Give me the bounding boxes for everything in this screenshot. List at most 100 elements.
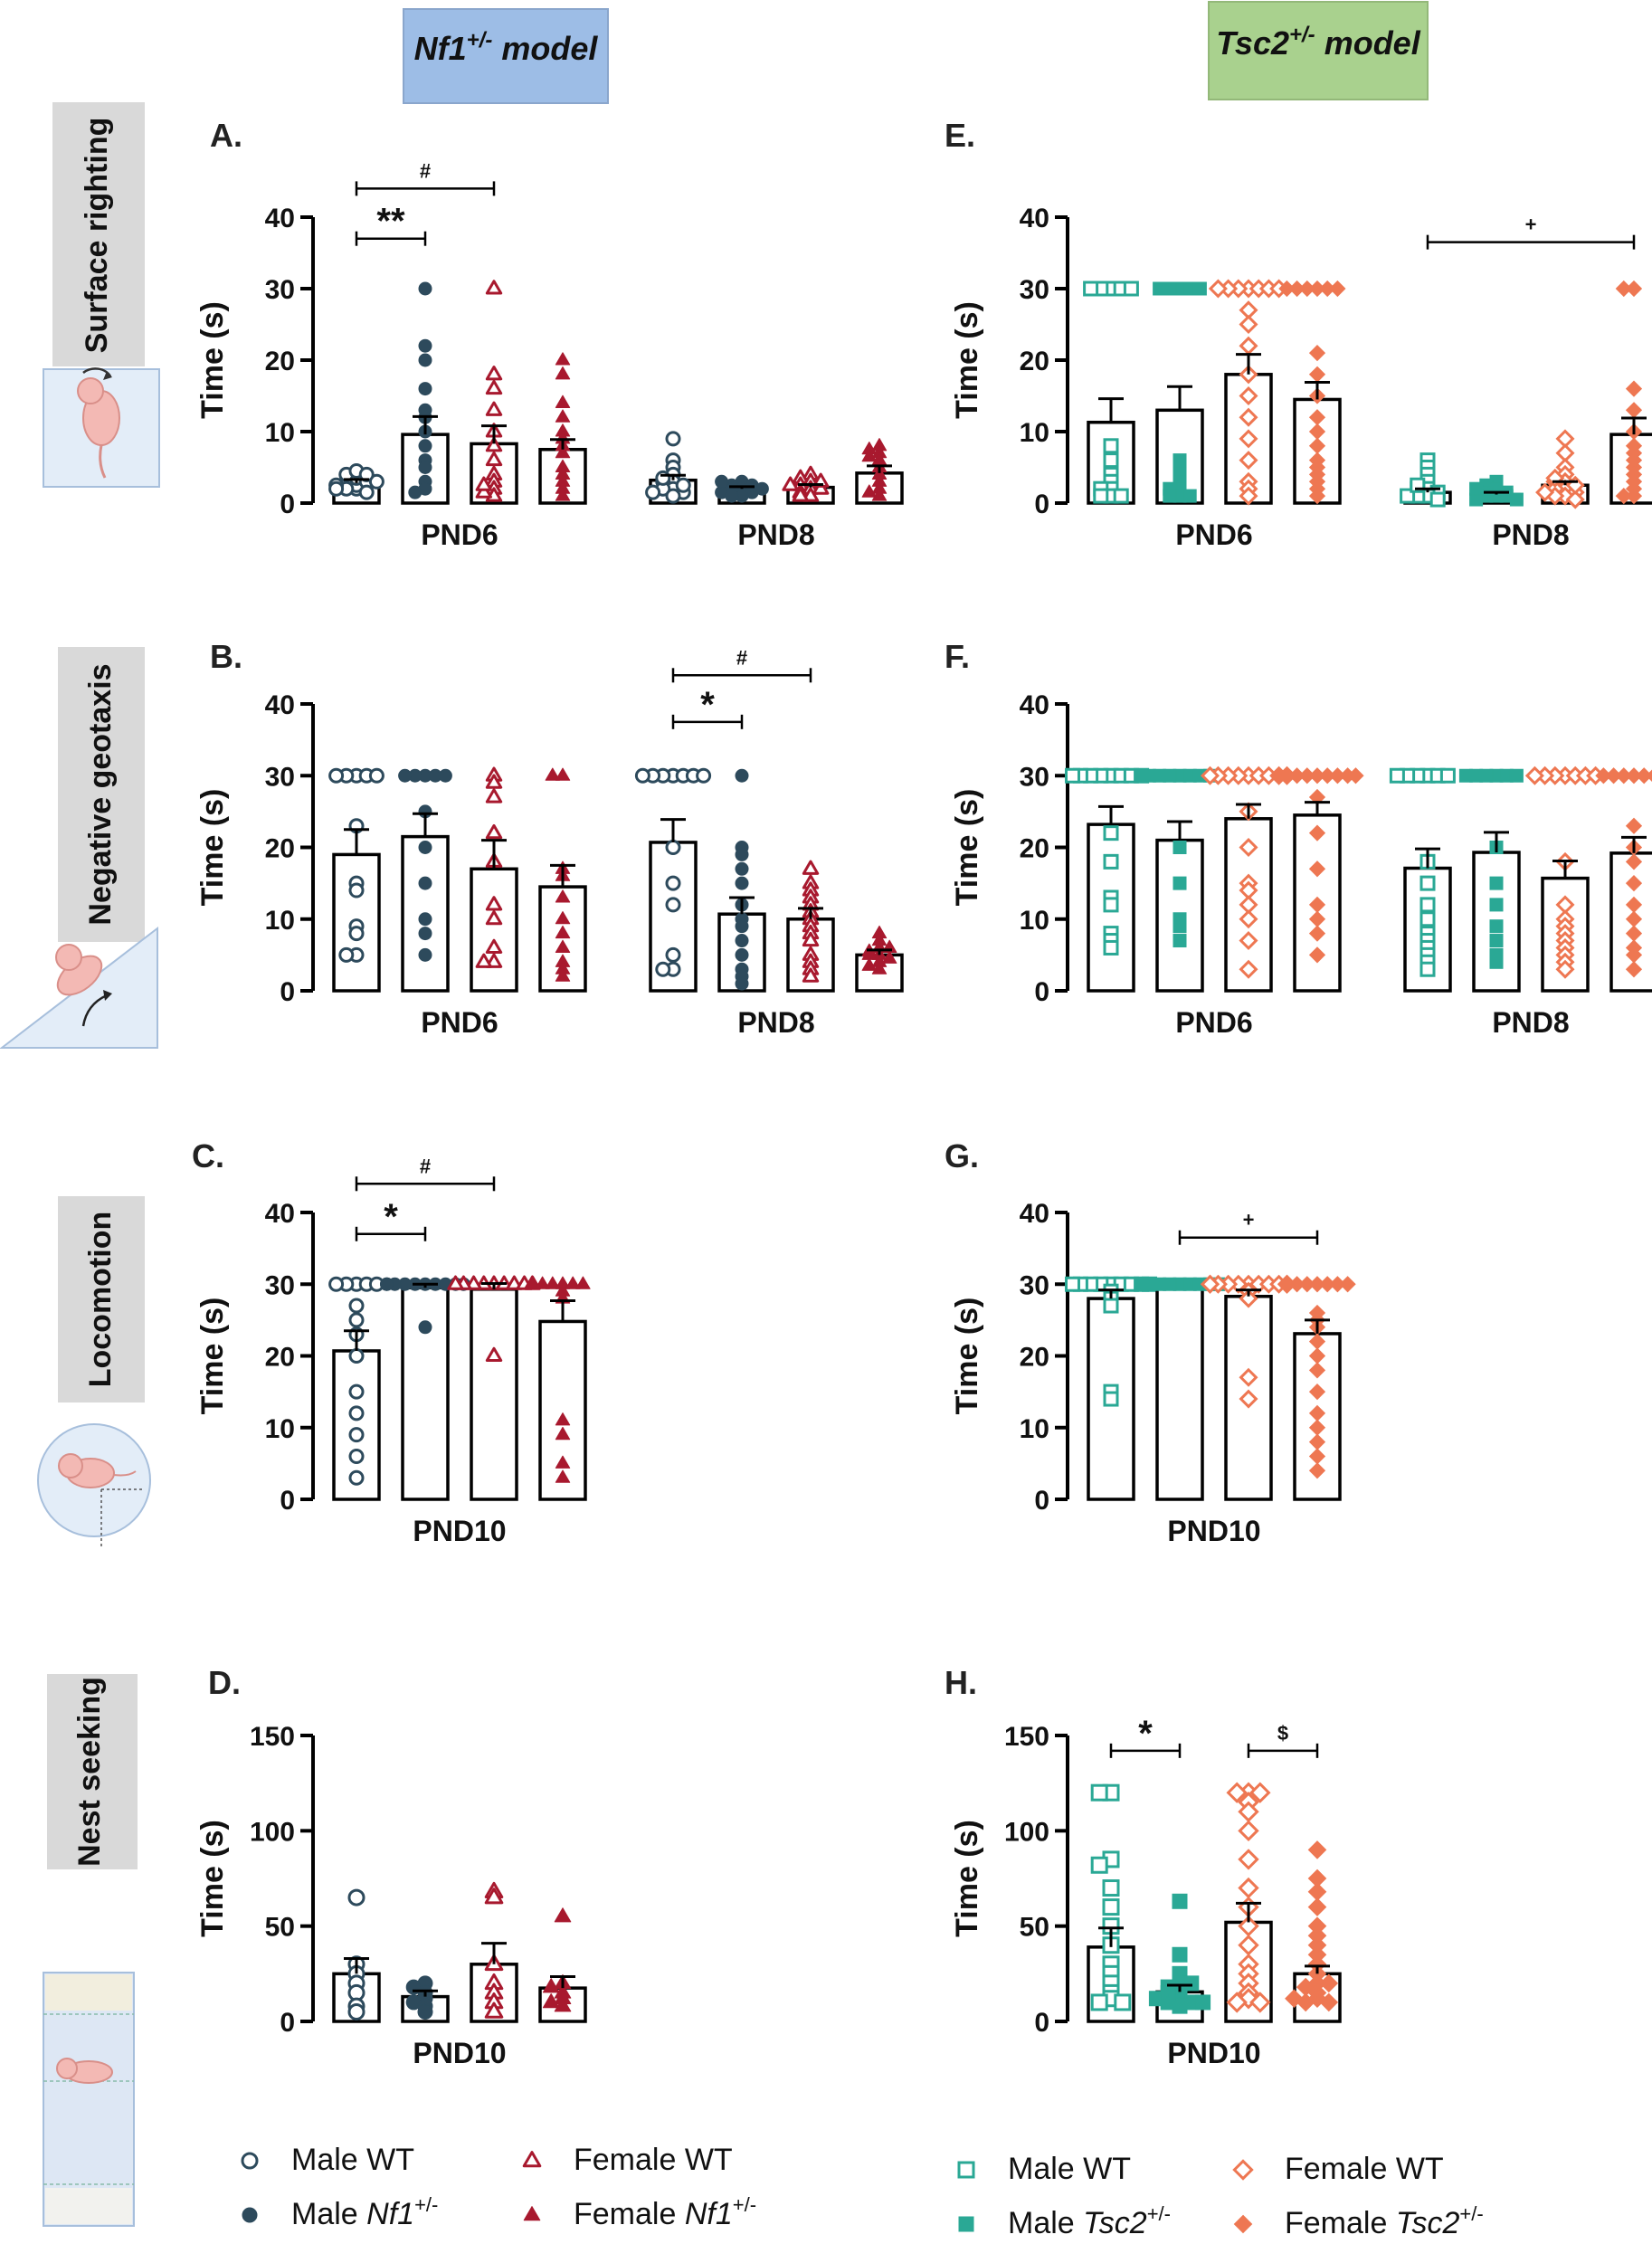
data-point <box>1200 1274 1220 1294</box>
data-point <box>418 876 432 890</box>
legend-item: Female Tsc2+/- <box>1233 2202 1484 2240</box>
pup-tail <box>113 1470 137 1477</box>
data-point <box>485 788 503 803</box>
data-point <box>484 2002 504 2019</box>
data-point <box>1232 2159 1254 2181</box>
data-point <box>735 876 749 890</box>
data-point <box>1319 1992 1339 2012</box>
legend-sup: +/- <box>1459 2202 1483 2225</box>
data-point <box>418 1320 432 1335</box>
y-tick-label: 10 <box>265 1414 295 1444</box>
y-tick-label: 20 <box>1020 347 1049 376</box>
data-point <box>1555 959 1575 979</box>
data-point <box>485 401 503 416</box>
data-point <box>1238 1849 1259 1870</box>
data-point <box>1065 767 1080 784</box>
data-point <box>871 961 888 975</box>
data-point <box>1308 1462 1326 1479</box>
y-tick-label: 20 <box>1020 834 1049 864</box>
data-point <box>1625 961 1643 978</box>
data-point <box>1090 1783 1108 1802</box>
data-point <box>1183 1975 1200 1992</box>
data-point <box>1439 767 1456 784</box>
legend-item: Male Nf1+/- <box>242 2193 438 2231</box>
row-label-surface-righting: Surface righting <box>52 102 145 366</box>
data-point <box>1419 897 1436 913</box>
data-point <box>485 938 503 954</box>
data-point <box>555 911 571 925</box>
data-point <box>398 768 413 783</box>
y-tick-label: 0 <box>1034 977 1049 1007</box>
data-point <box>665 897 681 913</box>
y-axis-label: Time (s) <box>950 1820 984 1937</box>
data-point <box>535 1276 550 1289</box>
data-point <box>1595 767 1612 784</box>
data-point <box>1093 488 1109 504</box>
x-group-label: PND10 <box>1167 2037 1260 2069</box>
data-point <box>555 352 571 366</box>
y-axis-label: Time (s) <box>950 789 984 907</box>
row-label-box <box>52 102 145 366</box>
y-tick-label: 50 <box>1020 1913 1049 1943</box>
data-point <box>655 961 671 977</box>
data-point <box>1238 1820 1259 1842</box>
data-point <box>1226 1992 1248 2013</box>
data-point <box>485 1346 503 1363</box>
data-point <box>1307 1897 1327 1916</box>
data-point <box>1308 946 1326 964</box>
data-point <box>1249 1992 1271 2013</box>
y-axis-label: Time (s) <box>195 1298 230 1415</box>
data-point <box>1102 1898 1120 1916</box>
data-point <box>358 484 375 500</box>
data-point <box>485 280 503 295</box>
data-point <box>1347 767 1364 784</box>
legend-item: Female Nf1+/- <box>523 2193 756 2231</box>
y-tick-label: 100 <box>250 1817 295 1847</box>
data-point <box>802 967 820 983</box>
y-tick-label: 0 <box>280 977 295 1007</box>
data-point <box>1239 959 1258 979</box>
y-axis-label: Time (s) <box>195 789 230 907</box>
data-point <box>1239 1288 1258 1308</box>
x-group-label: PND10 <box>413 1515 506 1547</box>
data-point <box>1489 876 1504 890</box>
data-point <box>1469 481 1484 496</box>
data-point <box>485 379 503 395</box>
data-point <box>725 489 739 503</box>
legend-gene: Nf1 <box>366 2197 414 2231</box>
data-point <box>1646 769 1652 782</box>
data-point <box>1103 897 1119 913</box>
data-point <box>1339 1276 1356 1293</box>
significance-label: + <box>1243 1209 1255 1231</box>
y-tick-label: 30 <box>1020 1270 1049 1300</box>
data-point <box>1103 1298 1119 1314</box>
significance-label: + <box>1525 214 1537 236</box>
data-point <box>475 476 492 491</box>
data-point <box>418 461 432 474</box>
legend-label: Male Nf1+/- <box>291 2193 438 2231</box>
x-group-label: PND10 <box>413 2037 506 2069</box>
data-point <box>417 2003 433 2020</box>
y-tick-label: 100 <box>1004 1817 1049 1847</box>
data-point <box>575 1276 591 1289</box>
data-point <box>348 882 365 899</box>
data-point <box>1182 489 1197 503</box>
data-point <box>735 934 749 948</box>
data-point <box>485 366 503 381</box>
data-point <box>1103 853 1119 870</box>
data-point <box>1239 1389 1258 1409</box>
data-point <box>1172 1946 1188 1963</box>
data-point <box>1278 280 1296 298</box>
panel-g: G. 0 10 20 30 40 Time (s) PND10 + <box>945 1137 1356 1547</box>
panel-label: H. <box>945 1664 977 1701</box>
data-point <box>485 451 503 467</box>
y-tick-label: 20 <box>265 1343 295 1373</box>
data-point <box>1489 934 1504 948</box>
panel-e: E. 0 10 20 30 40 Time (s) PND6 PND8 + <box>945 117 1652 551</box>
header-right-box <box>1208 1 1429 100</box>
data-point <box>1308 925 1326 942</box>
data-point <box>1615 280 1632 298</box>
data-point <box>1625 380 1643 397</box>
